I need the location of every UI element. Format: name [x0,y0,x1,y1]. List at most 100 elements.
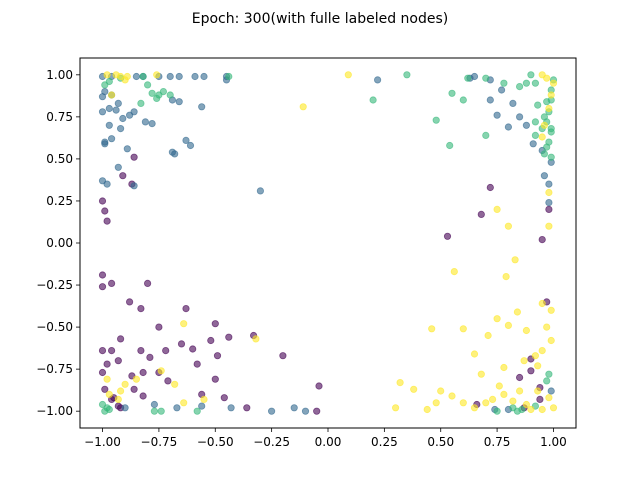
data-point [182,304,190,313]
data-point [162,346,170,355]
data-point [538,346,546,355]
data-point [482,399,490,407]
data-point [193,407,201,415]
data-point [175,98,183,106]
data-point [502,272,510,281]
data-point [252,335,260,343]
data-point [132,375,140,383]
data-point [139,392,147,400]
data-point [470,350,479,358]
data-point [108,135,116,143]
data-point [545,104,553,113]
data-point [211,320,219,328]
data-point [500,79,508,87]
data-point [520,357,528,365]
data-point [114,163,122,171]
data-point [493,407,501,415]
data-point [225,72,233,81]
data-point [186,141,195,150]
data-point [200,72,208,81]
data-point [243,404,251,412]
data-point [522,326,531,335]
data-point [117,387,125,395]
data-point [132,72,140,81]
data-point [543,377,551,385]
data-point [108,346,116,355]
x-tick-label: −0.50 [197,435,234,449]
data-point [547,128,555,136]
data-point [98,346,107,355]
data-point [299,103,307,111]
plot-area [80,58,576,428]
data-point [534,387,542,395]
data-point [130,385,138,393]
data-point [279,352,287,360]
data-point [538,236,546,244]
data-point [148,89,156,97]
data-point [396,378,404,387]
data-point [531,118,540,126]
data-point [193,360,201,368]
data-point [200,395,208,403]
data-point [130,153,138,161]
data-point [123,145,131,153]
data-point [547,306,555,314]
data-point [459,96,467,104]
data-point [114,357,122,365]
data-point [511,256,519,264]
data-point [166,91,174,99]
data-point [513,308,522,316]
y-axis: 1.00 0.75 0.50 0.25 0.00 −0.25 −0.50 −0.75 −1.00 [36,68,80,418]
data-point [497,86,506,94]
data-point [119,114,127,123]
data-point [540,121,549,129]
data-point [527,405,535,414]
data-point [101,138,109,146]
data-point [119,172,127,180]
data-point [540,150,549,158]
data-point [189,345,197,353]
x-tick-label: 0.25 [371,435,398,449]
data-point [373,76,382,84]
data-point [545,394,553,402]
data-point [493,111,501,119]
data-point [211,375,219,383]
data-point [437,387,445,395]
data-point [103,360,111,368]
data-point [103,71,111,79]
data-point [515,387,524,395]
data-point [114,402,122,410]
data-point [450,267,458,276]
data-point [428,325,436,333]
data-point [534,362,542,370]
data-point [515,83,524,91]
data-point [531,79,540,87]
data-point [522,121,531,129]
x-tick-label: 0.50 [427,435,454,449]
data-point [130,182,138,190]
data-point [509,99,517,108]
data-point [543,74,551,82]
data-point [105,390,113,398]
data-point [344,71,352,79]
y-tick-label: 1.00 [46,68,73,82]
data-point [105,121,113,129]
x-axis: −1.00 −0.75 −0.50 −0.25 0.00 0.25 0.50 0.75 1.00 [84,428,567,449]
data-point [155,323,163,331]
data-point [313,407,321,415]
data-point [545,205,553,213]
data-point [484,331,492,340]
data-point [101,81,109,89]
data-point [448,392,456,400]
data-point [515,113,524,121]
data-point [482,74,490,82]
data-point [547,387,555,395]
data-point [139,368,147,377]
data-point [522,400,531,409]
data-point [227,404,235,412]
data-point [531,131,540,139]
y-tick-label: −0.75 [36,362,73,376]
data-point [477,210,485,218]
data-point [518,405,526,414]
